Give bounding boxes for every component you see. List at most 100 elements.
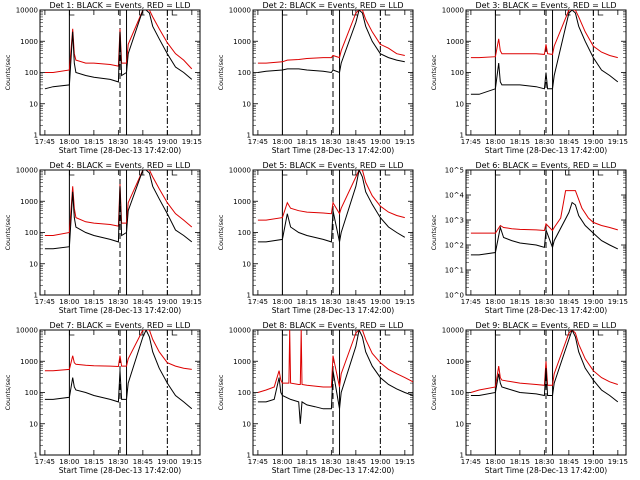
x-tick-label: 18:00 <box>59 298 79 306</box>
y-tick-label: 10 <box>455 420 464 428</box>
y-tick-label: 1000 <box>20 358 38 366</box>
x-tick-label: 17:45 <box>461 458 481 466</box>
chart-title: Det 1: BLACK = Events, RED = LLD <box>50 1 191 10</box>
x-tick-label: 18:45 <box>133 138 153 146</box>
series-events-line <box>44 330 193 410</box>
panel-det-4: Det 4: BLACK = Events, RED = LLD 1 10 100 10… <box>4 161 202 315</box>
x-axis-label: Start Time (28-Dec-13 17:42:00) <box>272 306 394 315</box>
y-axis-label: Counts/sec <box>430 214 438 250</box>
x-tick-label: 18:45 <box>559 138 579 146</box>
y-tick-label: 10 <box>29 420 38 428</box>
x-axis-label: Start Time (28-Dec-13 17:42:00) <box>272 146 394 155</box>
x-tick-label: 17:45 <box>248 458 268 466</box>
x-tick-label: 18:30 <box>321 458 341 466</box>
top-marker <box>597 330 604 336</box>
top-marker <box>281 170 288 176</box>
y-tick-label: 100 <box>25 389 38 397</box>
x-axis-label: Start Time (28-Dec-13 17:42:00) <box>59 306 181 315</box>
top-marker <box>494 170 501 176</box>
series-events-line <box>470 10 619 95</box>
series-lld-line <box>257 170 405 221</box>
x-tick-label: 18:00 <box>272 298 292 306</box>
x-tick-label: 17:45 <box>461 138 481 146</box>
y-axis-label: Counts/sec <box>4 214 12 250</box>
x-tick-label: 18:15 <box>84 458 104 466</box>
x-tick-label: 19:15 <box>395 138 415 146</box>
y-tick-label: 1000 <box>20 198 38 206</box>
y-tick-label: 100 <box>451 69 464 77</box>
top-marker <box>494 10 501 16</box>
x-tick-label: 19:00 <box>370 138 390 146</box>
y-tick-label: 100 <box>25 229 38 237</box>
y-tick-label: 10000 <box>16 327 38 335</box>
top-marker <box>384 10 391 16</box>
series-lld-line <box>257 330 413 393</box>
x-tick-label: 19:00 <box>157 138 177 146</box>
y-tick-label: 1 <box>247 292 251 300</box>
y-tick-label: 10 <box>242 100 251 108</box>
x-axis-label: Start Time (28-Dec-13 17:42:00) <box>272 466 394 475</box>
x-tick-label: 18:00 <box>485 138 505 146</box>
x-tick-label: 18:15 <box>297 298 317 306</box>
chart-title: Det 3: BLACK = Events, RED = LLD <box>476 1 617 10</box>
x-tick-label: 19:00 <box>583 458 603 466</box>
x-tick-label: 19:00 <box>157 298 177 306</box>
x-tick-label: 18:45 <box>346 458 366 466</box>
x-tick-label: 18:15 <box>84 138 104 146</box>
y-tick-label: 10^2 <box>445 242 464 250</box>
series-lld-line <box>257 10 405 64</box>
series-lld-line <box>470 330 618 393</box>
top-marker <box>384 170 391 176</box>
y-tick-label: 10000 <box>229 167 251 175</box>
y-axis-label: Counts/sec <box>217 214 225 250</box>
x-tick-label: 18:00 <box>485 298 505 306</box>
y-tick-label: 10 <box>455 100 464 108</box>
y-tick-label: 100 <box>238 69 251 77</box>
top-marker <box>68 10 75 16</box>
y-tick-label: 100 <box>451 389 464 397</box>
series-events-line <box>44 170 193 250</box>
series-events-line <box>257 10 405 74</box>
top-marker <box>565 170 571 176</box>
x-tick-label: 17:45 <box>35 138 55 146</box>
chart-title: Det 4: BLACK = Events, RED = LLD <box>50 161 191 170</box>
y-tick-label: 10000 <box>442 7 464 15</box>
x-tick-label: 18:30 <box>108 138 128 146</box>
y-tick-label: 10^1 <box>445 267 464 275</box>
x-tick-label: 18:30 <box>321 138 341 146</box>
x-tick-label: 17:45 <box>461 298 481 306</box>
chart-title: Det 6: BLACK = Events, RED = LLD <box>476 161 617 170</box>
x-tick-label: 18:45 <box>346 138 366 146</box>
panel-det-9: Det 9: BLACK = Events, RED = LLD 1 10 100 10… <box>430 321 628 475</box>
x-tick-label: 18:15 <box>510 298 530 306</box>
top-marker <box>139 170 145 176</box>
chart-title: Det 9: BLACK = Events, RED = LLD <box>476 321 617 330</box>
y-tick-label: 10 <box>242 420 251 428</box>
y-tick-label: 1 <box>247 132 251 140</box>
x-tick-label: 19:00 <box>583 138 603 146</box>
panel-det-8: Det 8: BLACK = Events, RED = LLD 1 10 100 10… <box>217 321 415 475</box>
y-tick-label: 10^5 <box>445 167 464 175</box>
x-axis-label: Start Time (28-Dec-13 17:42:00) <box>485 466 607 475</box>
x-tick-label: 18:00 <box>272 458 292 466</box>
series-lld-line <box>44 330 192 372</box>
x-tick-label: 18:15 <box>297 458 317 466</box>
y-tick-label: 1000 <box>20 38 38 46</box>
y-axis-label: Counts/sec <box>4 54 12 90</box>
panel-det-6: Det 6: BLACK = Events, RED = LLD 10^0 10^1… <box>430 161 628 315</box>
y-tick-label: 10^0 <box>445 292 464 300</box>
panel-det-1: Det 1: BLACK = Events, RED = LLD 1 10 100 10… <box>4 1 202 155</box>
x-tick-label: 18:45 <box>559 298 579 306</box>
y-tick-label: 1000 <box>446 358 464 366</box>
y-tick-label: 100 <box>238 389 251 397</box>
y-tick-label: 1000 <box>233 198 251 206</box>
x-tick-label: 19:15 <box>608 138 628 146</box>
series-events-line <box>470 330 619 403</box>
x-axis-label: Start Time (28-Dec-13 17:42:00) <box>59 466 181 475</box>
x-tick-label: 19:15 <box>395 458 415 466</box>
y-tick-label: 1000 <box>446 38 464 46</box>
series-events-line <box>44 10 193 90</box>
panel-det-2: Det 2: BLACK = Events, RED = LLD 1 10 100 10… <box>217 1 415 155</box>
y-axis-label: Counts/sec <box>217 374 225 410</box>
x-tick-label: 18:00 <box>272 138 292 146</box>
